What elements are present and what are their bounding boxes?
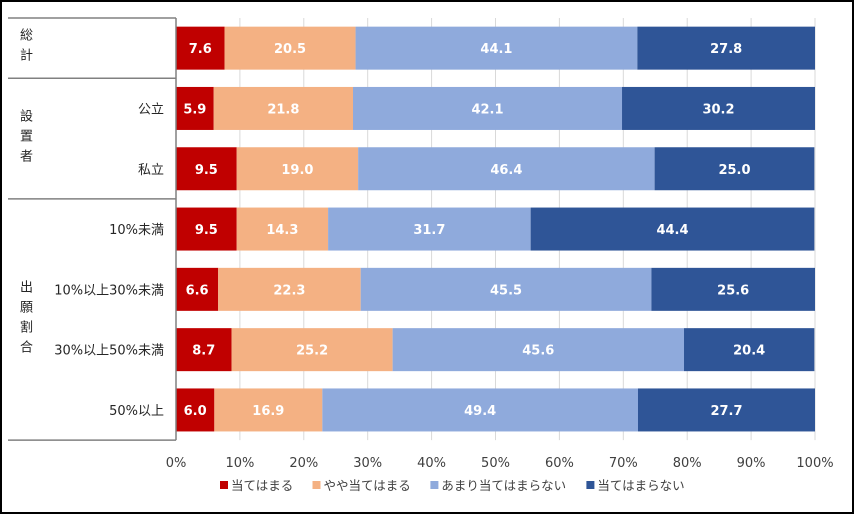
category-label: 10%未満 <box>109 223 164 238</box>
group-label-text: 総計 <box>17 28 32 68</box>
x-tick-label: 80% <box>673 456 702 471</box>
legend-swatch <box>586 481 595 489</box>
group-label-application-rate: 出願割合 <box>14 199 34 440</box>
bar-segment <box>236 147 359 191</box>
x-tick-label: 70% <box>609 456 638 471</box>
x-tick-label: 0% <box>166 456 187 471</box>
data-label: 22.3 <box>273 283 305 298</box>
bar-segment <box>214 388 323 432</box>
data-label: 9.5 <box>195 223 218 238</box>
legend-swatch <box>312 481 321 489</box>
bar-segment <box>530 207 815 251</box>
data-label: 7.6 <box>189 42 212 57</box>
bar-segment <box>684 328 815 372</box>
x-tick-label: 50% <box>481 456 510 471</box>
bar-segment <box>176 207 237 251</box>
group-label-text: 出願割合 <box>17 279 32 360</box>
bar-segment <box>176 147 237 191</box>
data-label: 49.4 <box>464 404 496 419</box>
legend-label: あまり当てはまらない <box>441 478 566 493</box>
bar-segment <box>176 26 225 70</box>
data-label: 30.2 <box>702 102 734 117</box>
data-label: 6.6 <box>186 283 209 298</box>
bar-segment <box>236 207 329 251</box>
data-label: 20.5 <box>274 42 306 57</box>
bar-segment <box>176 267 219 311</box>
bar-segment <box>231 328 393 372</box>
group-label-text: 設置者 <box>17 108 32 169</box>
data-label: 46.4 <box>490 163 522 178</box>
x-tick-label: 10% <box>225 456 254 471</box>
data-label: 14.3 <box>266 223 298 238</box>
data-label: 8.7 <box>192 344 215 359</box>
category-label: 私立 <box>138 163 164 178</box>
category-label: 公立 <box>138 102 164 117</box>
data-label: 20.4 <box>733 344 765 359</box>
bar-segment <box>637 26 815 70</box>
bar-segment <box>213 86 354 130</box>
data-label: 25.0 <box>718 163 750 178</box>
bar-segment <box>392 328 685 372</box>
bar-segment <box>654 147 815 191</box>
bar-segment <box>218 267 361 311</box>
data-label: 42.1 <box>471 102 503 117</box>
x-tick-label: 100% <box>796 456 833 471</box>
group-label-total: 総計 <box>14 18 34 78</box>
bar-segment <box>651 267 815 311</box>
data-label: 45.6 <box>522 344 554 359</box>
data-label: 19.0 <box>281 163 313 178</box>
data-label: 25.2 <box>296 344 328 359</box>
legend-label: やや当てはまる <box>324 478 411 493</box>
bar-segment <box>328 207 531 251</box>
bar-segment <box>224 26 356 70</box>
legend-swatch <box>430 481 439 489</box>
data-label: 6.0 <box>184 404 207 419</box>
bar-segment <box>622 86 815 130</box>
bar-segment <box>176 328 232 372</box>
category-label: 10%以上30%未満 <box>54 283 164 298</box>
bar-segment <box>637 388 815 432</box>
x-tick-label: 30% <box>353 456 382 471</box>
data-label: 21.8 <box>267 102 299 117</box>
bar-segment <box>176 86 214 130</box>
bar-segment <box>176 388 215 432</box>
legend-label: 当てはまらない <box>597 478 684 493</box>
data-label: 44.4 <box>656 223 688 238</box>
x-tick-label: 90% <box>737 456 766 471</box>
data-label: 25.6 <box>717 283 749 298</box>
bar-segment <box>355 26 638 70</box>
data-label: 16.9 <box>252 404 284 419</box>
category-label: 30%以上50%未満 <box>54 344 164 359</box>
bar-segment <box>322 388 638 432</box>
x-tick-label: 40% <box>417 456 446 471</box>
data-label: 44.1 <box>480 42 512 57</box>
x-tick-label: 20% <box>289 456 318 471</box>
group-label-founder: 設置者 <box>14 78 34 199</box>
legend-swatch <box>220 481 228 489</box>
x-tick-label: 60% <box>545 456 574 471</box>
category-label: 50%以上 <box>109 404 164 419</box>
data-label: 27.8 <box>710 42 742 57</box>
data-label: 5.9 <box>183 102 206 117</box>
bar-segment <box>358 147 655 191</box>
legend-label: 当てはまる <box>231 478 293 493</box>
data-label: 45.5 <box>490 283 522 298</box>
data-label: 27.7 <box>710 404 742 419</box>
bar-segment <box>353 86 623 130</box>
bar-segment <box>360 267 652 311</box>
data-label: 9.5 <box>195 163 218 178</box>
data-label: 31.7 <box>413 223 445 238</box>
